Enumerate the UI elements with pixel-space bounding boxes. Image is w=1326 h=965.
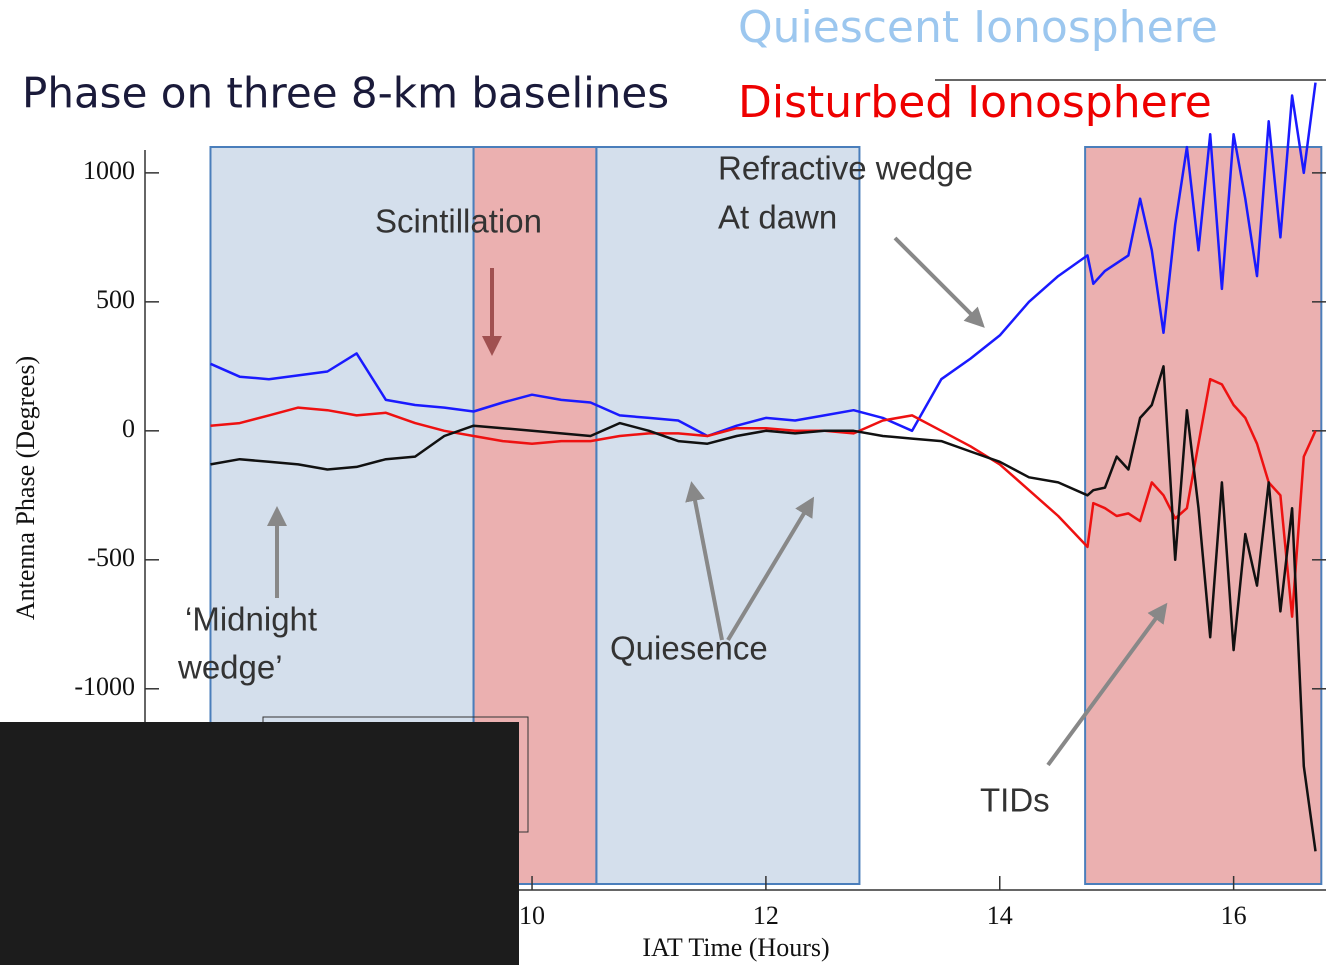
slide-title: Phase on three 8-km baselines	[22, 69, 669, 118]
legend-entry: Quiescent Ionosphere	[738, 2, 1218, 53]
y-tick-label: -500	[87, 543, 135, 572]
line-layer	[209, 82, 1317, 852]
annotation: At dawn	[718, 199, 837, 236]
series-line	[209, 82, 1317, 438]
arrows	[267, 236, 1168, 767]
label-layer: 1000 500 0 -500 -1000 10 12 14 16 Scintillation Re…	[74, 150, 1246, 930]
dark-image-overlay	[0, 722, 519, 965]
x-tick-label: 10	[519, 901, 545, 930]
y-tick-label: 0	[122, 414, 135, 443]
annotation: wedge’	[177, 649, 283, 686]
y-tick-label: -1000	[74, 672, 135, 701]
x-tick-label: 16	[1221, 901, 1247, 930]
x-axis-label: IAT Time (Hours)	[642, 933, 829, 962]
shaded-span	[595, 146, 861, 885]
x-tick-label: 12	[753, 901, 779, 930]
y-tick-label: 500	[96, 285, 135, 314]
annotation: Refractive wedge	[718, 150, 973, 187]
y-axis-label: Antenna Phase (Degrees)	[11, 356, 40, 620]
annotation: Quiesence	[610, 630, 768, 667]
legend-entry: Disturbed Ionosphere	[738, 77, 1212, 128]
annotation: ‘Midnight	[185, 601, 317, 638]
series-line	[210, 365, 1317, 852]
annotation: TIDs	[980, 782, 1050, 819]
y-tick-label: 1000	[83, 156, 135, 185]
x-tick-label: 14	[987, 901, 1013, 930]
annotation: Scintillation	[375, 203, 542, 240]
